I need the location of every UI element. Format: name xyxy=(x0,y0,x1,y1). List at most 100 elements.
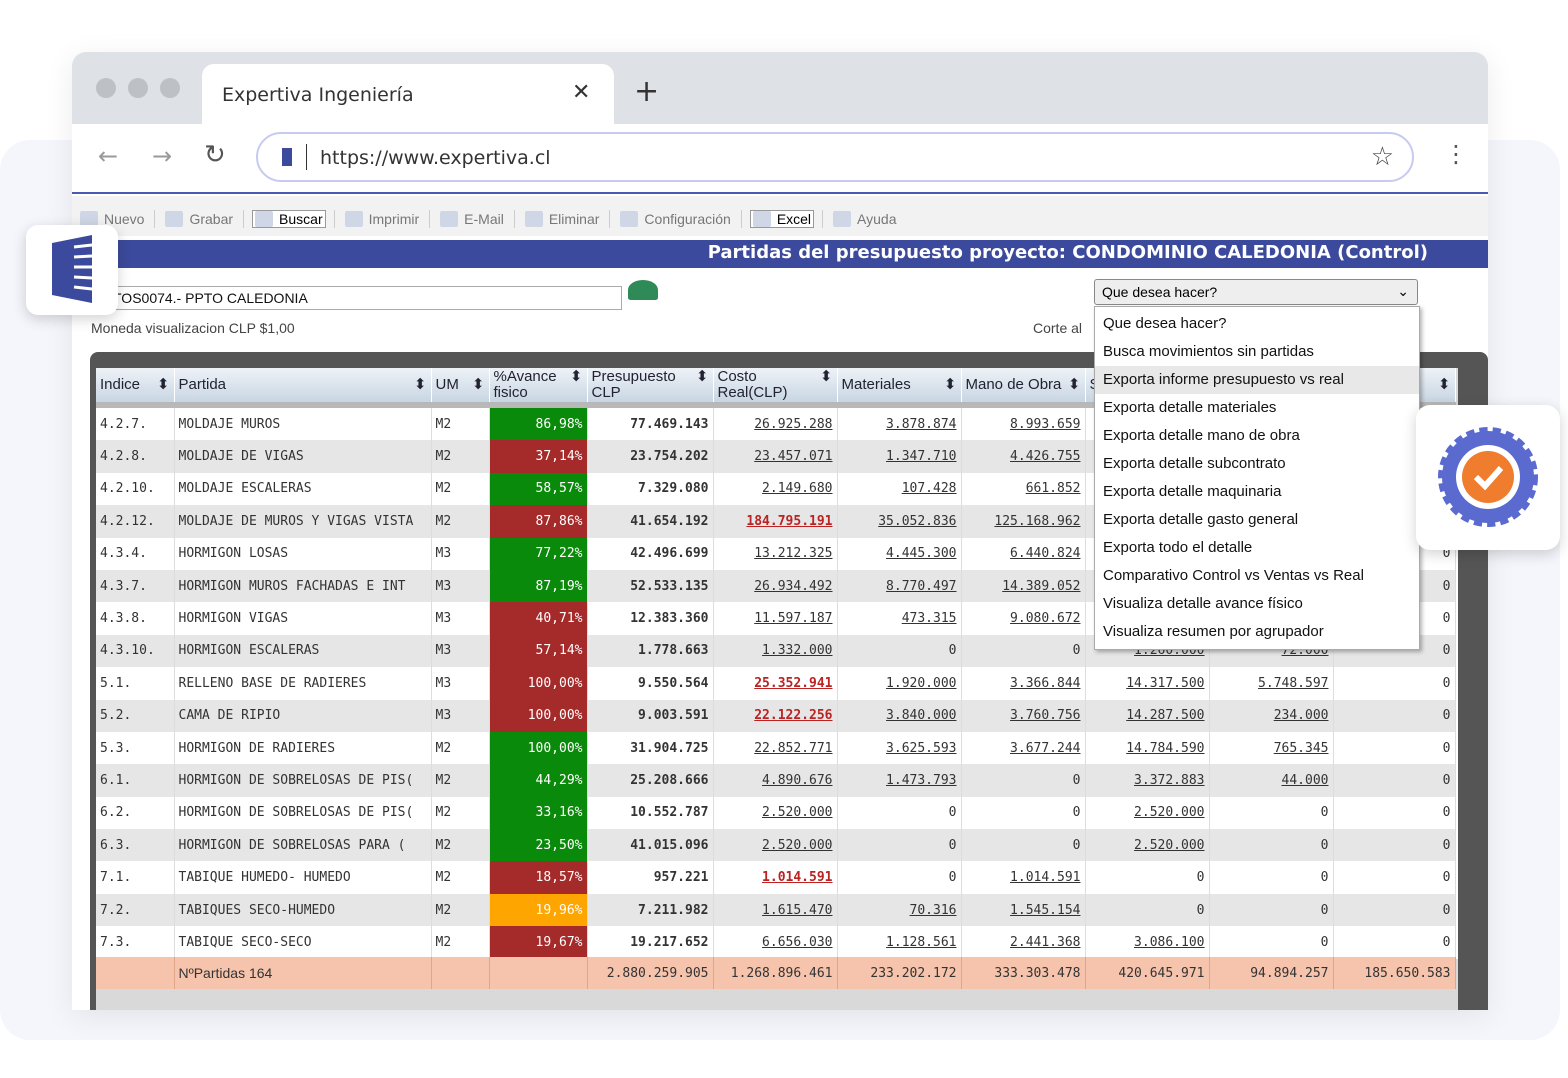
cell[interactable]: 14.317.500 xyxy=(1085,667,1209,699)
cell[interactable]: 70.316 xyxy=(837,894,961,926)
cell[interactable]: 4.445.300 xyxy=(837,538,961,570)
table-row[interactable]: 7.1.TABIQUE HUMEDO- HUMEDOM218,57%957.22… xyxy=(96,861,1455,893)
toolbar-button[interactable]: Buscar xyxy=(252,210,326,228)
cell[interactable]: 0 xyxy=(837,829,961,861)
cell[interactable]: 1.014.591 xyxy=(961,861,1085,893)
column-header[interactable]: Materiales⬍ xyxy=(837,368,961,405)
cell[interactable]: 3.372.883 xyxy=(1085,764,1209,796)
new-tab[interactable]: + xyxy=(634,74,659,109)
cell[interactable]: 0 xyxy=(1085,861,1209,893)
menu-option[interactable]: Exporta detalle maquinaria xyxy=(1095,478,1419,506)
toolbar-button[interactable]: Ayuda xyxy=(831,211,898,227)
bookmark-star[interactable]: ☆ xyxy=(1371,142,1394,172)
cell[interactable]: 3.366.844 xyxy=(961,667,1085,699)
cell[interactable]: 3.878.874 xyxy=(837,408,961,440)
budget-input[interactable]: TOS0074.- PPTO CALEDONIA xyxy=(100,286,622,310)
cell[interactable]: 3.086.100 xyxy=(1085,926,1209,958)
cell[interactable]: 3.677.244 xyxy=(961,732,1085,764)
tab[interactable]: Expertiva Ingeniería ✕ xyxy=(202,64,614,124)
cell[interactable]: 3.760.756 xyxy=(961,700,1085,732)
menu-option[interactable]: Exporta detalle materiales xyxy=(1095,394,1419,422)
cell[interactable]: 13.212.325 xyxy=(713,538,837,570)
cell[interactable]: 1.615.470 xyxy=(713,894,837,926)
action-select[interactable]: Que desea hacer?⌄ xyxy=(1094,279,1418,305)
cell[interactable]: 107.428 xyxy=(837,473,961,505)
toolbar-button[interactable]: Imprimir xyxy=(343,211,422,227)
cell[interactable]: 9.080.672 xyxy=(961,602,1085,634)
column-header[interactable]: Mano de Obra⬍ xyxy=(961,368,1085,405)
column-header[interactable]: Presupuesto CLP⬍ xyxy=(587,368,713,405)
table-row[interactable]: 6.1.HORMIGON DE SOBRELOSAS DE PIS(M244,2… xyxy=(96,764,1455,796)
cell[interactable]: 0 xyxy=(961,764,1085,796)
toolbar-button[interactable]: Excel xyxy=(750,210,814,228)
cell[interactable]: 2.149.680 xyxy=(713,473,837,505)
cell[interactable]: 0 xyxy=(1209,829,1333,861)
cell[interactable]: 5.748.597 xyxy=(1209,667,1333,699)
table-row[interactable]: 5.2.CAMA DE RIPIOM3100,00%9.003.59122.12… xyxy=(96,700,1455,732)
forward-button[interactable]: → xyxy=(152,142,172,170)
close-tab[interactable]: ✕ xyxy=(572,80,590,105)
cell[interactable]: 0 xyxy=(1333,667,1455,699)
cell[interactable]: 0 xyxy=(1333,764,1455,796)
cell[interactable]: 2.520.000 xyxy=(1085,829,1209,861)
cell[interactable]: 0 xyxy=(1333,732,1455,764)
cell[interactable]: 0 xyxy=(1209,861,1333,893)
table-row[interactable]: 5.3.HORMIGON DE RADIERESM2100,00%31.904.… xyxy=(96,732,1455,764)
cell[interactable]: 0 xyxy=(1333,797,1455,829)
cell[interactable]: 0 xyxy=(1333,894,1455,926)
cell[interactable]: 125.168.962 xyxy=(961,505,1085,537)
cell[interactable]: 0 xyxy=(1209,926,1333,958)
cell[interactable]: 765.345 xyxy=(1209,732,1333,764)
menu-option[interactable]: Exporta detalle mano de obra xyxy=(1095,422,1419,450)
cell[interactable]: 2.441.368 xyxy=(961,926,1085,958)
cell[interactable]: 3.625.593 xyxy=(837,732,961,764)
cell[interactable]: 0 xyxy=(837,797,961,829)
cell[interactable]: 14.287.500 xyxy=(1085,700,1209,732)
menu-option[interactable]: Comparativo Control vs Ventas vs Real xyxy=(1095,562,1419,590)
column-header[interactable]: Costo Real(CLP)⬍ xyxy=(713,368,837,405)
toolbar-button[interactable]: Grabar xyxy=(163,211,235,227)
column-header[interactable]: %Avance fisico⬍ xyxy=(489,368,587,405)
cell[interactable]: 6.656.030 xyxy=(713,926,837,958)
cell[interactable]: 2.520.000 xyxy=(1085,797,1209,829)
cell[interactable]: 4.890.676 xyxy=(713,764,837,796)
cell[interactable]: 0 xyxy=(837,635,961,667)
menu-option[interactable]: Que desea hacer? xyxy=(1095,310,1419,338)
back-button[interactable]: ← xyxy=(98,142,118,170)
cell[interactable]: 0 xyxy=(1209,797,1333,829)
cell[interactable]: 14.389.052 xyxy=(961,570,1085,602)
toolbar-button[interactable]: E-Mail xyxy=(438,211,506,227)
cell[interactable]: 3.840.000 xyxy=(837,700,961,732)
cell[interactable]: 8.770.497 xyxy=(837,570,961,602)
cell[interactable]: 1.347.710 xyxy=(837,440,961,472)
table-row[interactable]: 5.1.RELLENO BASE DE RADIERESM3100,00%9.5… xyxy=(96,667,1455,699)
cell[interactable]: 2.520.000 xyxy=(713,829,837,861)
table-row[interactable]: 6.3.HORMIGON DE SOBRELOSAS PARA (M223,50… xyxy=(96,829,1455,861)
menu-option[interactable]: Exporta informe presupuesto vs real xyxy=(1095,366,1419,394)
cell[interactable]: 0 xyxy=(1209,894,1333,926)
cell[interactable]: 473.315 xyxy=(837,602,961,634)
table-row[interactable]: 6.2.HORMIGON DE SOBRELOSAS DE PIS(M233,1… xyxy=(96,797,1455,829)
table-row[interactable]: 7.2.TABIQUES SECO-HUMEDOM219,96%7.211.98… xyxy=(96,894,1455,926)
menu-option[interactable]: Busca movimientos sin partidas xyxy=(1095,338,1419,366)
column-header[interactable]: Indice⬍ xyxy=(96,368,174,405)
menu-option[interactable]: Visualiza resumen por agrupador xyxy=(1095,618,1419,646)
cell[interactable]: 14.784.590 xyxy=(1085,732,1209,764)
cell[interactable]: 0 xyxy=(1333,829,1455,861)
cell[interactable]: 1.332.000 xyxy=(713,635,837,667)
menu-option[interactable]: Exporta detalle gasto general xyxy=(1095,506,1419,534)
refresh-icon[interactable] xyxy=(628,280,658,300)
cell[interactable]: 1.473.793 xyxy=(837,764,961,796)
cell[interactable]: 35.052.836 xyxy=(837,505,961,537)
reload-button[interactable]: ↻ xyxy=(204,140,226,170)
menu-button[interactable]: ⋮ xyxy=(1444,140,1468,168)
cell[interactable]: 1.545.154 xyxy=(961,894,1085,926)
cell[interactable]: 2.520.000 xyxy=(713,797,837,829)
cell[interactable]: 26.925.288 xyxy=(713,408,837,440)
cell[interactable]: 0 xyxy=(961,635,1085,667)
cell[interactable]: 22.122.256 xyxy=(713,700,837,732)
column-header[interactable]: UM⬍ xyxy=(431,368,489,405)
cell[interactable]: 0 xyxy=(1085,894,1209,926)
cell[interactable]: 44.000 xyxy=(1209,764,1333,796)
toolbar-button[interactable]: Configuración xyxy=(618,211,732,227)
